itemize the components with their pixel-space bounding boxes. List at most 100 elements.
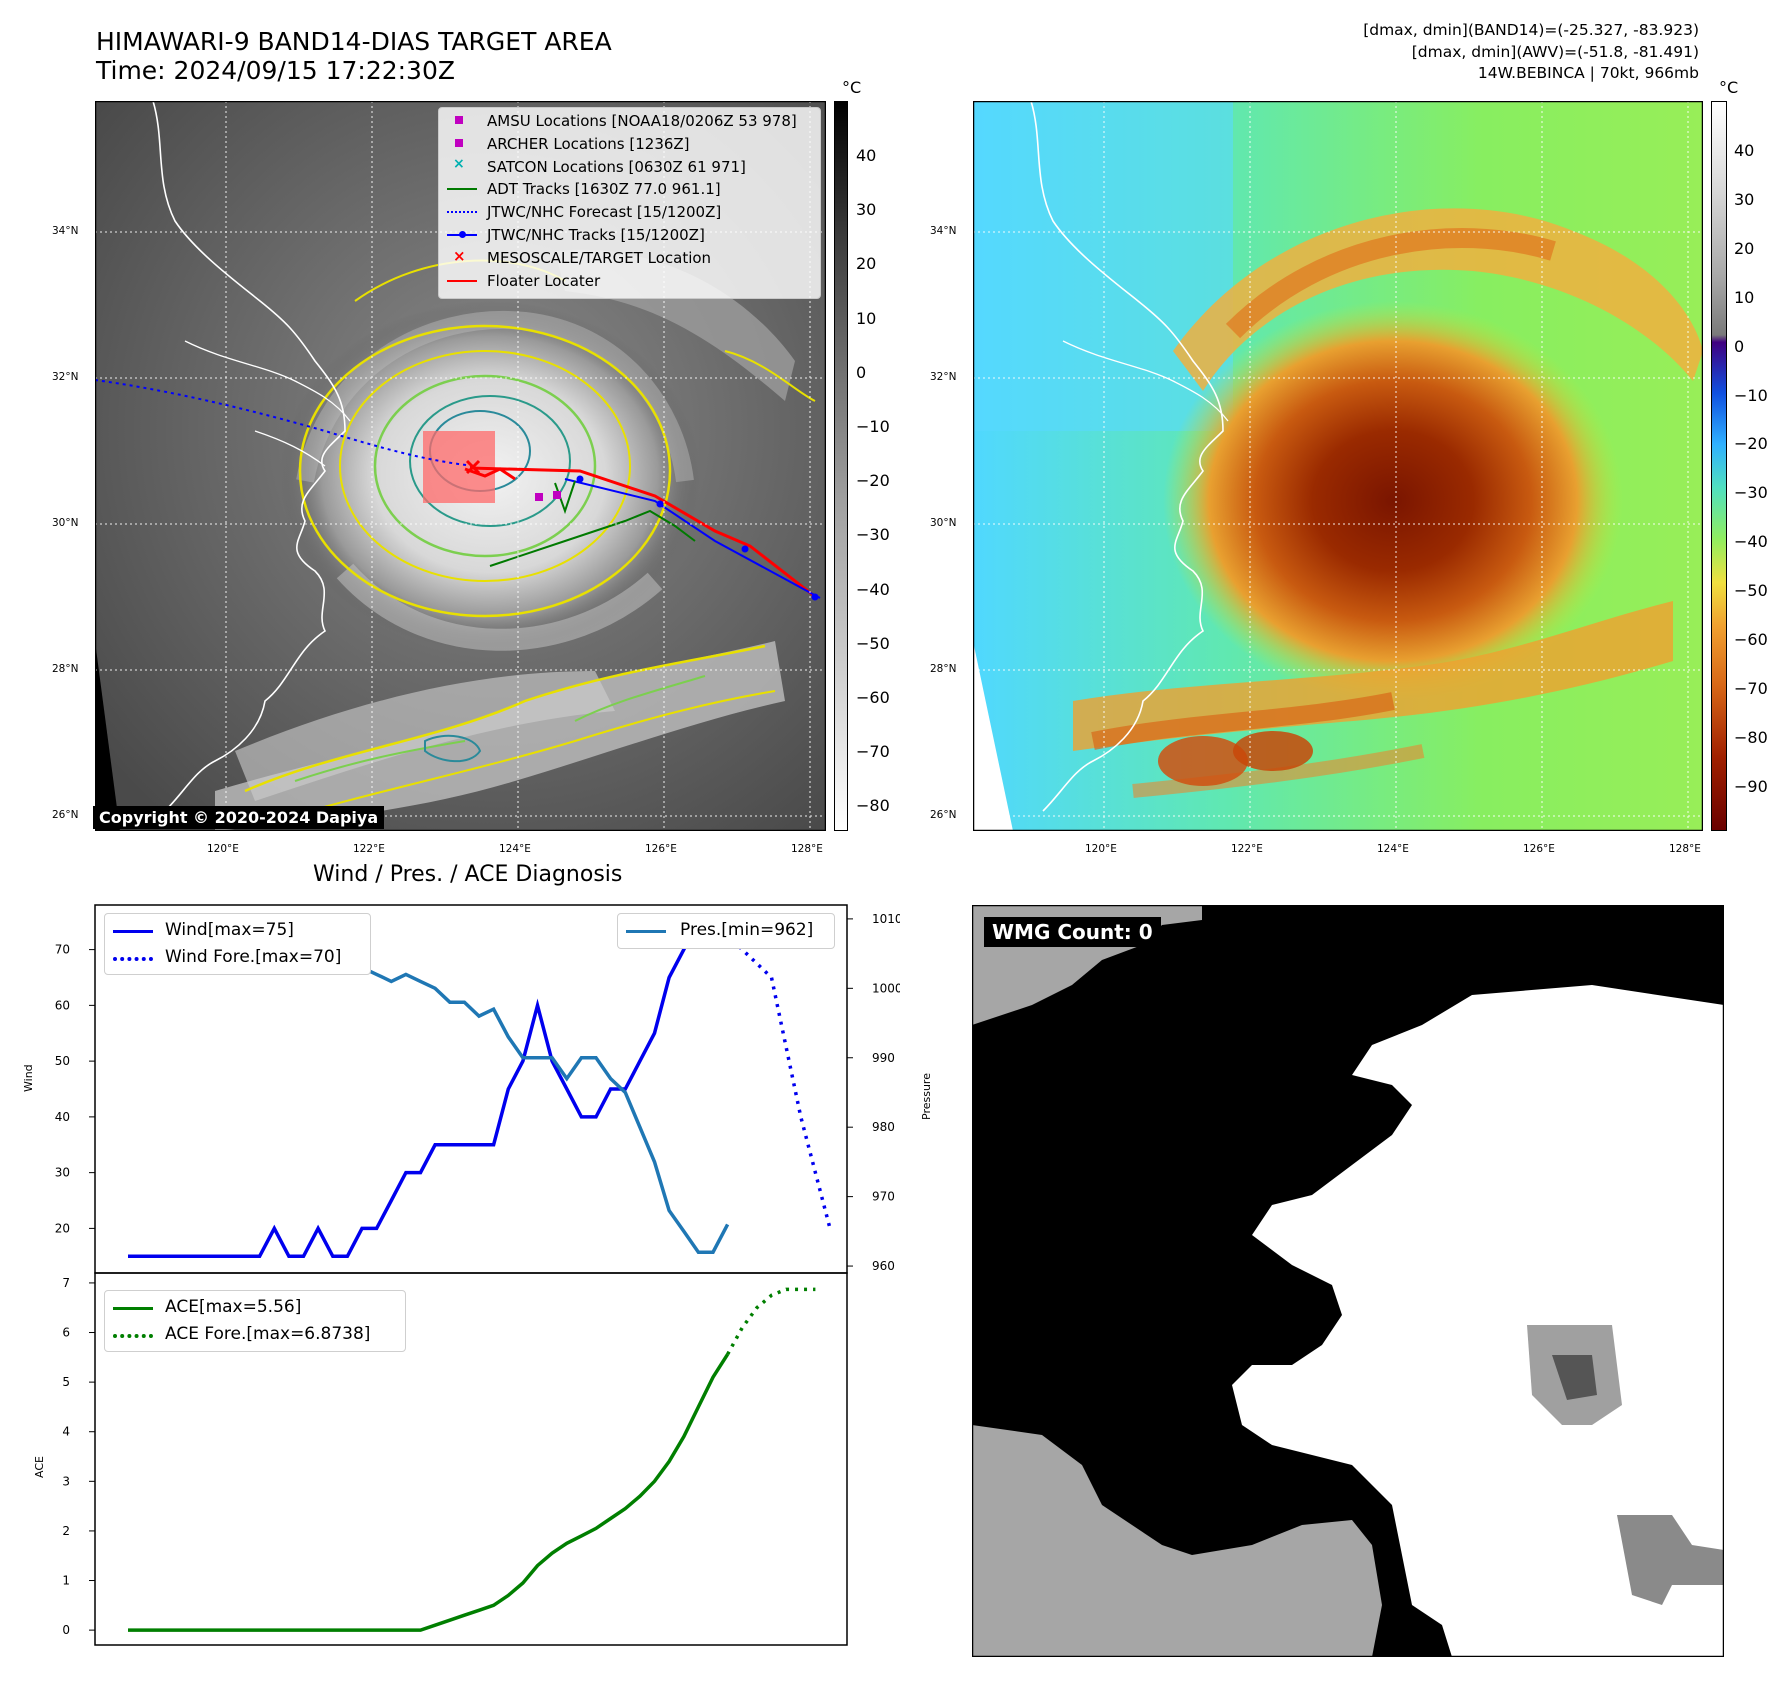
ir-lat-label-26: 26°N [52,809,79,821]
ir-colorbar-unit: °C [842,78,862,97]
awv-colorbar-tick-label: −70 [1734,678,1768,698]
jtwc-tracks-dot-icon [459,231,466,238]
info-line1: [dmax, dmin](BAND14)=(-25.327, -83.923) [1363,21,1699,39]
pressure-ytick-label: 990 [872,1051,895,1065]
pressure-ytick-label: 970 [872,1190,895,1204]
awv-colorbar-tick-label: −20 [1734,434,1768,454]
adt-line-icon [447,188,477,190]
pressure-ytick-label: 1000 [872,981,900,995]
diagnosis-title: Wind / Pres. / ACE Diagnosis [313,862,623,887]
legend-jtwc-tracks: JTWC/NHC Tracks [15/1200Z] [487,226,705,244]
floater-line-icon [447,280,477,282]
copyright-label: Copyright © 2020-2024 Dapiya [93,806,385,829]
ace-ytick-label: 7 [62,1276,70,1290]
wind-ytick-label: 40 [55,1110,70,1124]
ir-lon-label-122: 122°E [353,843,385,855]
pressure-ylabel: Pressure [920,1073,933,1120]
pres-line-icon [626,930,666,933]
legend-amsu: AMSU Locations [NOAA18/0206Z 53 978] [487,112,797,130]
pressure-ytick-label: 1010 [872,912,900,926]
ir-colorbar-tick-label: −60 [856,688,890,707]
awv-water-vapor-map [973,101,1703,831]
awv-lon-label-126: 126°E [1523,843,1555,855]
awv-lat-label-32: 32°N [930,371,957,383]
legend-floater: Floater Locater [487,272,601,290]
wind-line-icon [113,930,153,933]
info-line2: [dmax, dmin](AWV)=(-51.8, -81.491) [1411,43,1699,61]
ir-lon-label-124: 124°E [499,843,531,855]
ace-ytick-label: 0 [62,1623,70,1637]
ace-series-line [128,1353,730,1632]
ir-colorbar-tick-label: 40 [856,146,877,165]
ir-lat-label-30: 30°N [52,517,79,529]
awv-lat-label-30: 30°N [930,517,957,529]
ace-ytick-label: 5 [62,1375,70,1389]
legend-archer: ARCHER Locations [1236Z] [487,135,690,153]
ir-colorbar-tick-label: 30 [856,200,877,220]
awv-colorbar-tick-label: −90 [1734,776,1768,796]
pressure-ytick-label: 980 [872,1120,895,1134]
legend-satcon: SATCON Locations [0630Z 61 971] [487,158,746,176]
legend-ace-fore: ACE Fore.[max=6.8738] [165,1324,371,1344]
wind-forecast-line [711,920,832,1229]
wind-series-line [128,919,713,1259]
wind-ylabel: Wind [22,1064,35,1092]
ir-colorbar-tick-label: −20 [856,471,890,491]
ir-colorbar-tick-label: −10 [856,417,890,436]
wind-ytick-label: 50 [55,1054,70,1068]
pressure-ytick-label: 960 [872,1259,895,1273]
awv-colorbar-tick-label: 20 [1734,238,1755,258]
awv-lon-label-122: 122°E [1231,843,1263,855]
legend-jtwc-forecast: JTWC/NHC Forecast [15/1200Z] [487,203,722,221]
wind-ytick-label: 70 [55,943,70,957]
pressure-legend: Pres.[min=962] [617,913,835,949]
ace-ytick-label: 6 [62,1326,70,1340]
ir-lat-label-28: 28°N [52,663,79,675]
awv-colorbar-tick-label: −80 [1734,727,1768,747]
wmg-count-label: WMG Count: 0 [984,917,1161,947]
ir-colorbar-tick-label: 10 [856,308,877,328]
wind-ytick-label: 60 [55,998,70,1012]
wind-ytick-label: 30 [55,1166,70,1180]
awv-colorbar-unit: °C [1719,78,1739,97]
ace-fore-line-icon [113,1334,153,1338]
ir-lat-label-34: 34°N [52,225,79,237]
awv-colorbar-tick-label: −10 [1734,385,1768,405]
awv-lat-label-26: 26°N [930,809,957,821]
awv-colorbar-tick-label: 10 [1734,287,1755,307]
awv-colorbar-tick-label: −50 [1734,581,1768,601]
awv-lat-label-28: 28°N [930,663,957,675]
awv-colorbar-tick-label: 0 [1734,336,1745,356]
ace-ytick-label: 3 [62,1474,70,1488]
awv-lon-label-120: 120°E [1085,843,1117,855]
awv-lat-label-34: 34°N [930,225,957,237]
legend-adt: ADT Tracks [1630Z 77.0 961.1] [487,180,721,198]
ir-colorbar-tick-label: −80 [856,796,890,816]
legend-wind: Wind[max=75] [165,920,294,940]
legend-wind-fore: Wind Fore.[max=70] [165,947,342,967]
legend-ace: ACE[max=5.56] [165,1297,302,1317]
awv-colorbar-tick-label: −40 [1734,532,1768,552]
jtwc-forecast-line-icon [447,211,477,213]
ace-forecast-line [726,1287,816,1356]
amsu-marker-icon [455,116,463,124]
ace-ytick-label: 4 [62,1425,70,1439]
ir-colorbar-tick-label: −70 [856,742,890,762]
awv-colorbar-tick-label: 40 [1734,141,1755,160]
ace-ylabel: ACE [33,1456,46,1478]
awv-lon-label-124: 124°E [1377,843,1409,855]
figure-title-line2: Time: 2024/09/15 17:22:30Z [96,56,455,85]
ace-legend: ACE[max=5.56] ACE Fore.[max=6.8738] [104,1290,406,1352]
figure-title-line1: HIMAWARI-9 BAND14-DIAS TARGET AREA [96,27,612,56]
ir-colorbar-tick-label: 20 [856,254,877,274]
ir-lon-label-128: 128°E [791,843,823,855]
wmg-mask-panel [972,905,1724,1657]
target-x-icon: × [453,247,466,265]
awv-colorbar-tick-label: −30 [1734,483,1768,503]
ir-lat-label-32: 32°N [52,371,79,383]
wind-ytick-label: 20 [55,1221,70,1235]
ace-ytick-label: 2 [62,1524,70,1538]
ir-colorbar-tick-label: −40 [856,579,890,599]
legend-target: MESOSCALE/TARGET Location [487,249,712,267]
satcon-x-icon: × [453,156,465,172]
